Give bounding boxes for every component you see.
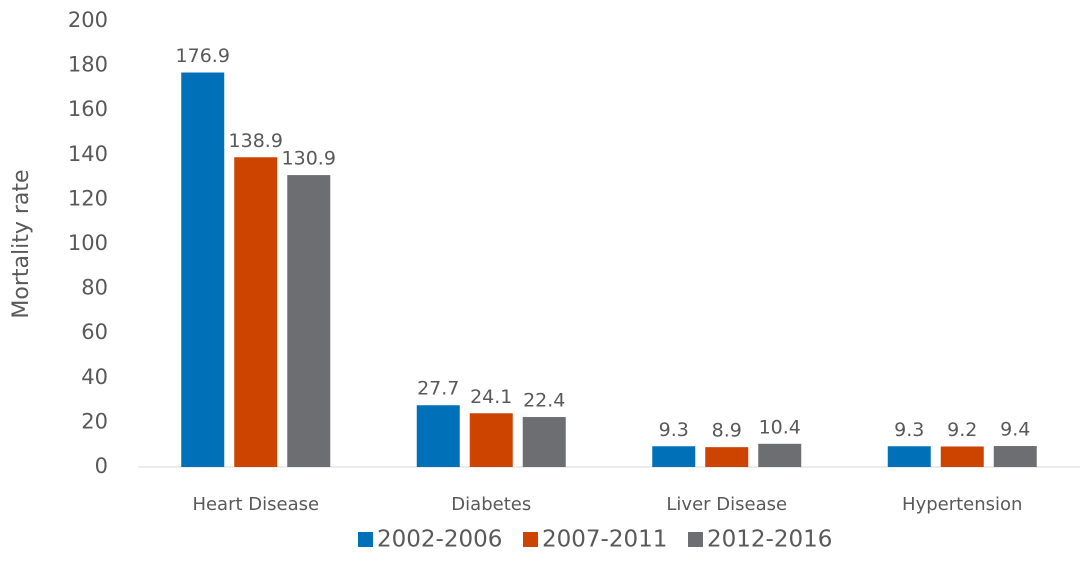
x-tick-label: Heart Disease	[192, 494, 319, 515]
x-tick-label: Diabetes	[451, 494, 531, 515]
bar	[993, 446, 1037, 467]
y-tick-label: 160	[68, 97, 108, 121]
x-tick-label: Hypertension	[902, 494, 1022, 515]
legend-label: 2002-2006	[377, 527, 502, 553]
y-tick-label: 0	[95, 454, 108, 478]
legend-label: 2012-2016	[707, 527, 832, 553]
data-label: 22.4	[523, 390, 565, 412]
bar	[469, 413, 513, 467]
y-tick-label: 180	[68, 53, 108, 77]
data-label: 9.2	[947, 419, 977, 441]
data-label: 176.9	[176, 45, 230, 67]
bar	[940, 446, 984, 467]
y-axis-title: Mortality rate	[9, 169, 34, 318]
y-tick-label: 60	[81, 320, 108, 344]
data-label: 24.1	[470, 386, 512, 408]
bar	[758, 443, 802, 467]
legend-swatch	[688, 532, 703, 547]
bar	[887, 446, 931, 467]
data-label: 9.3	[894, 419, 924, 441]
bar	[234, 157, 278, 468]
y-tick-label: 80	[81, 276, 108, 300]
y-tick-label: 140	[68, 142, 108, 166]
y-tick-label: 40	[81, 365, 108, 389]
bar	[705, 447, 749, 467]
legend-swatch	[523, 532, 538, 547]
data-label: 8.9	[712, 420, 742, 442]
y-tick-label: 200	[68, 8, 108, 32]
bar	[522, 417, 566, 467]
legend-label: 2007-2011	[542, 527, 667, 553]
data-label: 10.4	[759, 416, 801, 438]
data-label: 9.4	[1000, 419, 1030, 441]
data-label: 9.3	[659, 419, 689, 441]
bar	[287, 175, 331, 467]
bar	[652, 446, 696, 467]
y-tick-label: 20	[81, 409, 108, 433]
y-tick-label: 120	[68, 186, 108, 210]
data-label: 130.9	[282, 148, 336, 170]
legend-swatch	[358, 532, 373, 547]
bar	[181, 72, 225, 467]
x-tick-label: Liver Disease	[666, 494, 787, 515]
y-tick-label: 100	[68, 231, 108, 255]
data-label: 27.7	[417, 378, 459, 400]
data-label: 138.9	[229, 130, 283, 152]
bar	[416, 405, 460, 467]
